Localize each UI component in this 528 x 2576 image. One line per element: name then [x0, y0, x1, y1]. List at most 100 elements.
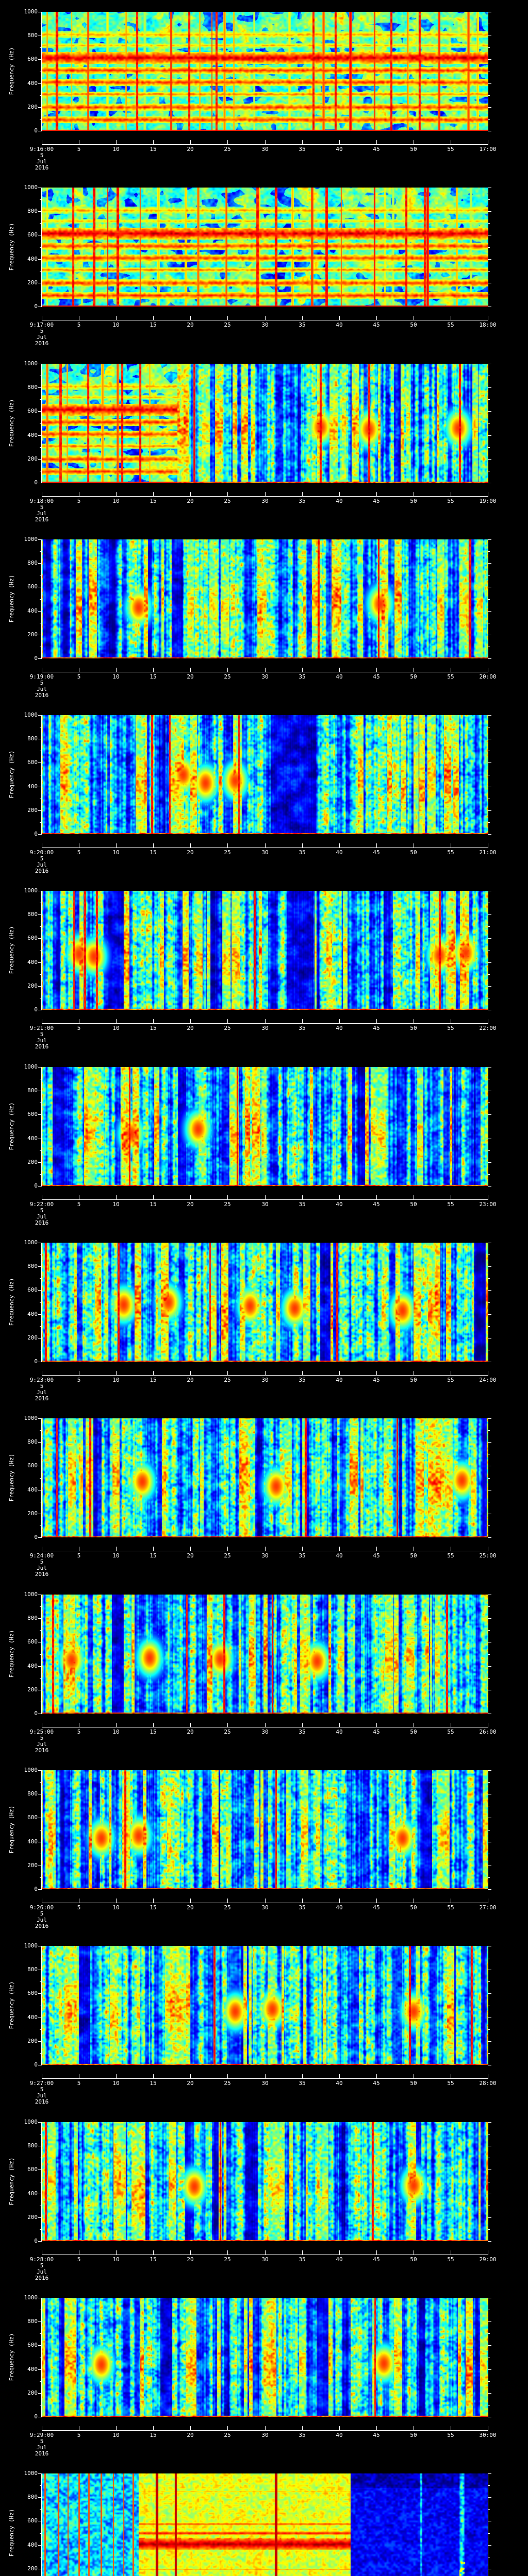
- x-tick-label: 10: [112, 1728, 120, 1735]
- y-minor-tick-right: [488, 1877, 490, 1878]
- x-tick: [376, 1195, 377, 1199]
- x-tick: [116, 1547, 117, 1551]
- x-tick-label: 5: [77, 146, 81, 152]
- x-tick-label: 5: [77, 1904, 81, 1911]
- x-tick-label: 45: [373, 146, 380, 152]
- y-axis-title: Frequency (Hz): [8, 1630, 15, 1678]
- x-tick-label: 45: [373, 1201, 380, 1208]
- y-major-tick-right: [488, 1666, 491, 1667]
- x-tick: [227, 1371, 228, 1375]
- x-tick-label: 20: [187, 1904, 194, 1911]
- x-tick-label: 50: [410, 146, 417, 152]
- y-minor-tick-right: [488, 1830, 490, 1831]
- y-major-tick-right: [488, 1889, 491, 1890]
- y-major-tick-left: [38, 2497, 41, 2498]
- y-tick-label: 800: [27, 32, 38, 39]
- y-axis-title: Frequency (Hz): [8, 926, 15, 974]
- x-tick-label: 10: [112, 1201, 120, 1208]
- y-major-tick-left: [38, 1418, 41, 1419]
- y-major-tick-left: [38, 411, 41, 412]
- y-tick-label: 0: [34, 303, 38, 310]
- y-tick-label: 200: [27, 2389, 38, 2396]
- x-start-time-label: 9:23:00: [29, 1377, 54, 1383]
- x-tick-label: 55: [447, 1025, 454, 1031]
- x-tick: [376, 1899, 377, 1903]
- x-tick-label: 15: [150, 1377, 157, 1383]
- y-major-tick-right: [488, 715, 491, 716]
- x-tick: [227, 2426, 228, 2430]
- x-tick: [116, 1019, 117, 1023]
- y-minor-tick-left: [40, 1430, 41, 1431]
- y-major-tick-right: [488, 2122, 491, 2123]
- x-tick-label: 40: [336, 849, 343, 856]
- x-tick-label: 55: [447, 1904, 454, 1911]
- y-tick-label: 1000: [24, 184, 38, 191]
- y-major-tick-left: [38, 2345, 41, 2346]
- y-minor-tick-left: [40, 223, 41, 224]
- y-major-tick-right: [488, 411, 491, 412]
- x-tick-label: 40: [336, 321, 343, 328]
- y-minor-tick-left: [40, 2509, 41, 2510]
- x-tick-label: 10: [112, 498, 120, 504]
- x-tick-label: 40: [336, 146, 343, 152]
- y-major-tick-left: [38, 1889, 41, 1890]
- y-axis-line: [41, 188, 42, 307]
- y-major-tick-right: [488, 2473, 491, 2474]
- y-minor-tick-left: [40, 2381, 41, 2382]
- x-tick: [227, 1547, 228, 1551]
- x-tick: [265, 1371, 266, 1375]
- x-tick-label: 35: [299, 1201, 306, 1208]
- x-tick-label: 15: [150, 2256, 157, 2263]
- spectrogram-panel-9-17-00: Frequency (Hz) 9:17:00 18:00 0 200 400 600 8…: [0, 176, 528, 352]
- x-tick: [190, 843, 191, 848]
- x-tick: [153, 2074, 154, 2078]
- y-tick-label: 400: [27, 959, 38, 965]
- x-tick-label: 5: [77, 321, 81, 328]
- y-major-tick-right: [488, 962, 491, 963]
- y-minor-tick-left: [40, 199, 41, 200]
- x-tick-label: 20: [187, 1377, 194, 1383]
- y-minor-tick-right: [488, 926, 490, 927]
- y-major-tick-left: [38, 834, 41, 835]
- x-tick-label: 30: [261, 673, 269, 680]
- y-tick-label: 200: [27, 1686, 38, 1693]
- y-minor-tick-left: [40, 119, 41, 120]
- x-tick-label: 15: [150, 2432, 157, 2438]
- y-minor-tick-right: [488, 247, 490, 248]
- spectrogram-canvas: [42, 1418, 488, 1537]
- x-tick-label: 30: [261, 1904, 269, 1911]
- y-tick-label: 200: [27, 455, 38, 462]
- y-major-tick-left: [38, 2122, 41, 2123]
- spectrogram-canvas: [42, 539, 488, 658]
- y-minor-tick-left: [40, 247, 41, 248]
- date-line-jul: Jul: [37, 2444, 47, 2451]
- y-tick-label: 400: [27, 783, 38, 790]
- x-tick-label: 25: [224, 2432, 231, 2438]
- x-tick-label: 40: [336, 1552, 343, 1559]
- y-major-tick-left: [38, 2321, 41, 2322]
- x-tick-label: 25: [224, 1377, 231, 1383]
- x-tick-label: 45: [373, 2432, 380, 2438]
- y-tick-label: 200: [27, 279, 38, 286]
- y-major-tick-left: [38, 1114, 41, 1115]
- date-line-5: 5: [40, 1558, 44, 1565]
- y-tick-label: 800: [27, 911, 38, 918]
- x-tick-label: 35: [299, 321, 306, 328]
- x-tick: [116, 2426, 117, 2430]
- x-tick-label: 15: [150, 2080, 157, 2087]
- spectrogram-canvas: [42, 12, 488, 131]
- x-tick: [376, 1723, 377, 1727]
- x-start-time-label: 9:26:00: [29, 1904, 54, 1911]
- y-axis-line: [41, 891, 42, 1010]
- x-tick-label: 55: [447, 1552, 454, 1559]
- y-minor-tick-right: [488, 271, 490, 272]
- y-minor-tick-right: [488, 2533, 490, 2534]
- y-axis-title: Frequency (Hz): [8, 750, 15, 799]
- x-tick: [339, 668, 340, 672]
- x-end-time-label: 18:00: [479, 321, 497, 328]
- x-end-time-label: 28:00: [479, 2080, 497, 2087]
- y-minor-tick-left: [40, 599, 41, 600]
- y-tick-label: 1000: [24, 1767, 38, 1773]
- spectrogram-panel-9-29-00: Frequency (Hz) 9:29:00 30:00 0 200 400 600 8…: [0, 2286, 528, 2462]
- y-axis-line: [41, 1067, 42, 1187]
